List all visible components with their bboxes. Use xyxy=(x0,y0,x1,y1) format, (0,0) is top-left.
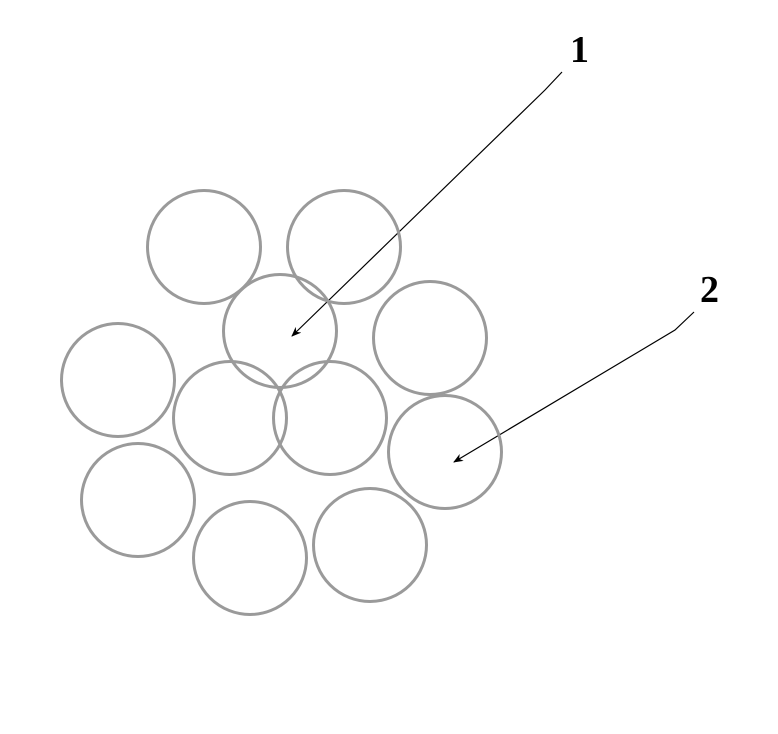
strand-outer-tl xyxy=(146,189,262,305)
strand-outer-r1 xyxy=(372,280,488,396)
label-2: 2 xyxy=(700,268,719,312)
strand-inner-bl xyxy=(172,360,288,476)
wire-strand-diagram: 12 xyxy=(0,0,778,734)
strand-outer-tr xyxy=(286,189,402,305)
strand-inner-br xyxy=(272,360,388,476)
strand-outer-l1 xyxy=(60,322,176,438)
label-1: 1 xyxy=(570,28,589,72)
strand-outer-br xyxy=(312,487,428,603)
strand-outer-bl xyxy=(192,500,308,616)
strand-outer-r2 xyxy=(387,394,503,510)
strand-outer-l2 xyxy=(80,442,196,558)
